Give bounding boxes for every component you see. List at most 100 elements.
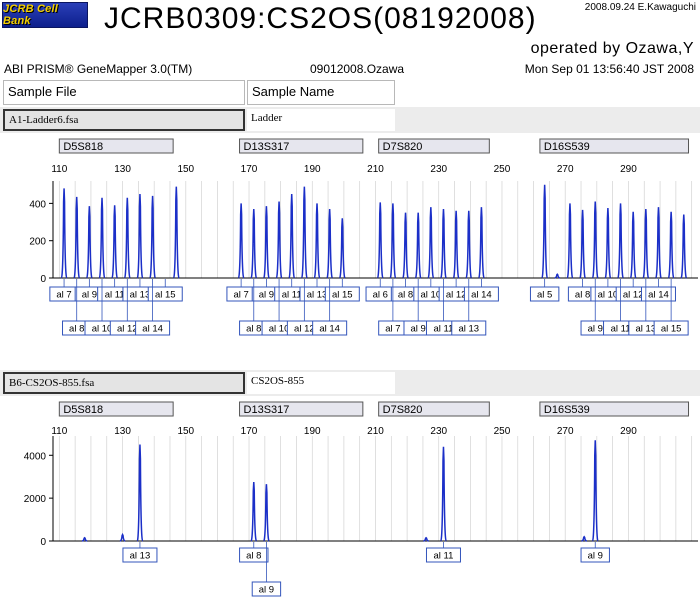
peak	[98, 197, 106, 279]
peak	[423, 536, 429, 542]
peak	[591, 201, 599, 279]
locus-marker-bar	[539, 401, 690, 417]
peak	[149, 195, 157, 279]
allele-label: al 11	[282, 290, 302, 301]
peak	[591, 440, 599, 542]
locus-marker-bar	[378, 401, 490, 417]
peak	[313, 203, 321, 279]
allele-label: al 9	[259, 585, 274, 596]
peak	[262, 206, 270, 279]
locus-marker-bar	[58, 138, 174, 154]
allele-label: al 10	[598, 290, 619, 301]
peak	[427, 207, 435, 279]
x-tick-label: 250	[494, 164, 511, 175]
ladder-electropherogram: D5S818 D13S317 D7S820 D16S539 110 130 150 170 19…	[29, 138, 698, 336]
allele-label-box	[324, 286, 360, 302]
allele-label: al 8	[246, 324, 261, 335]
x-tick-label: 130	[114, 164, 131, 175]
allele-label: al 13	[636, 324, 657, 335]
allele-label: al 8	[246, 551, 261, 562]
allele-label-box	[451, 320, 487, 336]
x-tick-label: 210	[367, 426, 384, 437]
sample-file-cell[interactable]: A1-Ladder6.fsa	[3, 109, 245, 131]
peak	[581, 535, 587, 542]
allele-label: al 12	[446, 290, 467, 301]
allele-label: al 8	[575, 290, 590, 301]
allele-label-box	[251, 581, 282, 597]
allele-label: al 9	[588, 324, 603, 335]
peak	[250, 482, 258, 542]
allele-label: al 11	[434, 324, 454, 335]
x-tick-label: 270	[557, 164, 574, 175]
x-tick-label: 190	[304, 164, 321, 175]
allele-label-box	[135, 320, 171, 336]
allele-label: al 14	[648, 290, 669, 301]
allele-label: al 14	[471, 290, 492, 301]
y-tick-label: 2000	[24, 494, 47, 505]
allele-label-box	[529, 286, 560, 302]
peak	[85, 206, 93, 279]
allele-label: al 15	[155, 290, 176, 301]
allele-label: al 9	[82, 290, 97, 301]
allele-label-box	[312, 320, 348, 336]
locus-marker-label: D16S539	[544, 404, 590, 416]
y-tick-label: 200	[29, 237, 46, 248]
peak	[414, 212, 422, 279]
allele-label: al 14	[142, 324, 163, 335]
peak	[554, 273, 561, 279]
jcrb-cell-bank-logo: JCRB Cell Bank	[2, 2, 88, 28]
allele-label: al 10	[269, 324, 290, 335]
peak	[73, 196, 81, 279]
peak	[300, 186, 308, 279]
allele-label: al 15	[661, 324, 682, 335]
peak	[123, 197, 131, 279]
project-file-id: 09012008.Ozawa	[310, 62, 405, 76]
column-header-sample-file: Sample File	[3, 80, 245, 105]
peak	[680, 214, 688, 279]
x-tick-label: 110	[51, 164, 67, 175]
x-tick-label: 290	[620, 426, 637, 437]
peak	[541, 184, 549, 279]
locus-marker-label: D13S317	[244, 404, 290, 416]
locus-marker-bar	[239, 401, 364, 417]
y-tick-label: 0	[40, 274, 46, 285]
allele-label: al 7	[56, 290, 71, 301]
peak	[275, 201, 283, 279]
allele-label: al 6	[373, 290, 388, 301]
peak	[642, 208, 650, 279]
allele-label: al 8	[398, 290, 413, 301]
page-title: JCRB0309:CS2OS(08192008)	[104, 2, 537, 35]
peak	[629, 211, 637, 279]
locus-marker-label: D5S818	[63, 404, 103, 416]
locus-marker-label: D7S820	[383, 141, 423, 153]
peak	[389, 203, 397, 279]
x-tick-label: 110	[51, 426, 67, 437]
timestamp: Mon Sep 01 13:56:40 JST 2008	[524, 62, 694, 76]
allele-label: al 10	[421, 290, 442, 301]
peak	[326, 208, 334, 279]
peak	[655, 207, 662, 279]
peak	[604, 208, 612, 279]
peak	[172, 186, 180, 279]
sample-file-cell[interactable]: B6-CS2OS-855.fsa	[3, 372, 245, 394]
peak	[136, 194, 144, 279]
x-tick-label: 290	[620, 164, 637, 175]
peak	[617, 203, 624, 279]
x-tick-label: 270	[557, 426, 574, 437]
peak	[338, 218, 346, 279]
allele-label: al 10	[92, 324, 113, 335]
peak	[119, 532, 126, 542]
x-tick-label: 190	[304, 426, 321, 437]
allele-label: al 11	[434, 551, 454, 562]
peak	[667, 211, 675, 279]
x-tick-label: 250	[494, 426, 511, 437]
allele-label: al 9	[411, 324, 426, 335]
peak	[477, 207, 485, 279]
allele-label-box	[122, 547, 158, 563]
peak	[452, 210, 460, 279]
peak	[250, 208, 258, 279]
allele-label: al 7	[385, 324, 400, 335]
locus-marker-bar	[239, 138, 364, 154]
sample-name-cell: Ladder	[247, 109, 395, 131]
peak	[136, 444, 144, 542]
